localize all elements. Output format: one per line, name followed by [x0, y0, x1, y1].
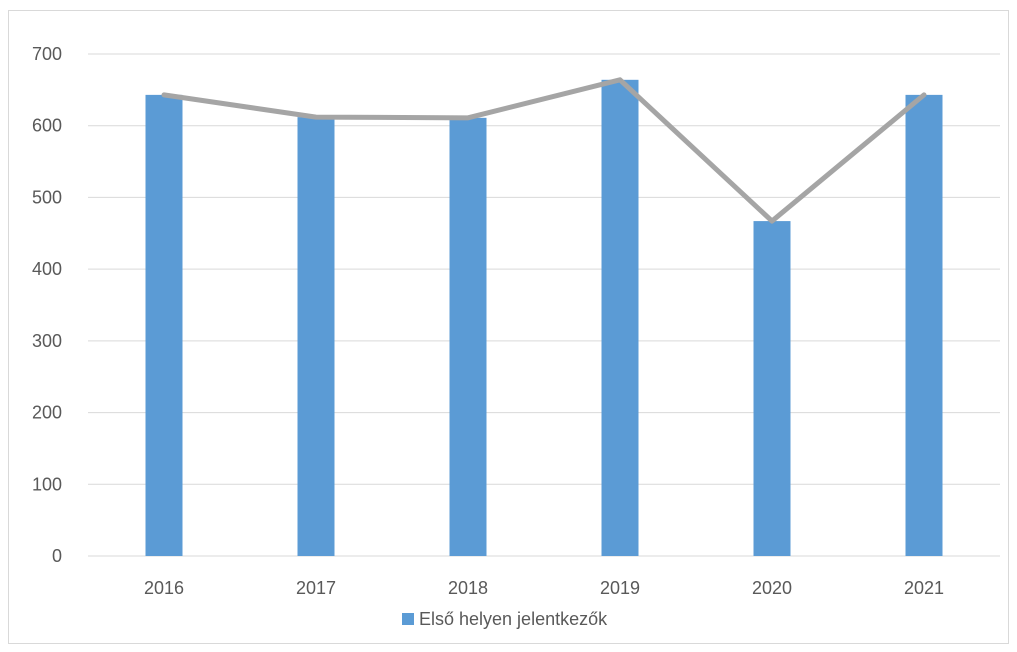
x-tick-label: 2018: [448, 578, 488, 598]
bar-2021: [905, 94, 943, 557]
legend: Első helyen jelentkezők: [402, 609, 608, 629]
x-tick-label: 2019: [600, 578, 640, 598]
line-series-path: [161, 77, 927, 224]
y-tick-label: 600: [32, 116, 62, 136]
y-tick-label: 0: [52, 546, 62, 566]
y-tick-label: 100: [32, 474, 62, 494]
y-tick-label: 300: [32, 331, 62, 351]
bar-2020: [753, 221, 791, 556]
bar-2017: [297, 117, 335, 556]
legend-swatch: [402, 613, 414, 625]
y-axis-ticks: 0 100 200 300 400 500 600 700: [32, 44, 62, 566]
bar-2016: [145, 94, 183, 557]
bar-2018: [449, 117, 487, 556]
x-tick-label: 2021: [904, 578, 944, 598]
x-axis-ticks: 2016 2017 2018 2019 2020 2021: [144, 578, 944, 598]
x-tick-label: 2017: [296, 578, 336, 598]
y-tick-label: 700: [32, 44, 62, 64]
y-tick-label: 400: [32, 259, 62, 279]
x-tick-label: 2020: [752, 578, 792, 598]
y-tick-label: 200: [32, 403, 62, 423]
legend-label: Első helyen jelentkezők: [419, 609, 608, 629]
x-tick-label: 2016: [144, 578, 184, 598]
y-tick-label: 500: [32, 187, 62, 207]
gridlines: [88, 53, 1000, 557]
bar-2019: [601, 79, 639, 557]
bar-series: [145, 79, 943, 557]
line-series: [161, 77, 927, 224]
